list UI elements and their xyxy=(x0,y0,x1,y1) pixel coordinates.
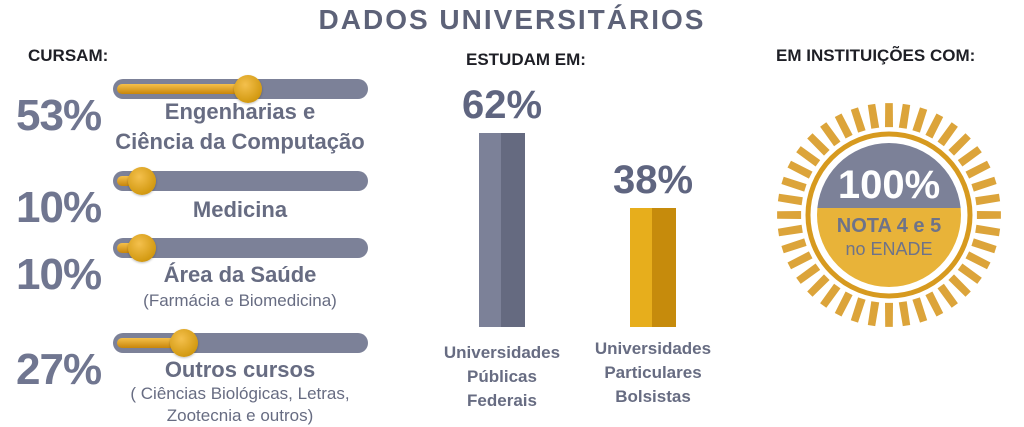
badge-ray xyxy=(975,224,1001,237)
course-percent: 10% xyxy=(16,183,102,232)
badge-ray xyxy=(965,251,991,270)
section-label-instituicoes: EM INSTITUIÇÕES COM: xyxy=(776,46,976,65)
badge-ray xyxy=(976,211,1001,219)
badge-ray xyxy=(975,193,1001,206)
course-label: Medicina xyxy=(192,197,288,222)
badge-ray xyxy=(787,251,813,270)
badge-ray xyxy=(820,122,841,147)
page-title: DADOS UNIVERSITÁRIOS xyxy=(318,4,706,35)
course-sublabel: ( Ciências Biológicas, Letras, xyxy=(130,384,350,403)
course-bar-knob xyxy=(128,234,156,262)
university-bar xyxy=(479,133,525,327)
badge-ray xyxy=(885,103,893,128)
course-sublabel: Zootecnia e outros) xyxy=(166,406,314,425)
section-label-cursam: CURSAM: xyxy=(28,46,109,65)
badge-ray xyxy=(925,291,944,317)
badge-ray xyxy=(898,301,911,327)
badge-ray xyxy=(787,160,813,179)
badge-ray xyxy=(971,238,997,254)
badge-ray xyxy=(834,113,853,139)
badge-ray xyxy=(948,274,971,297)
course-bar-knob xyxy=(234,75,262,103)
badge-ray xyxy=(965,160,991,179)
university-value: 38% xyxy=(612,158,694,203)
badge-ray xyxy=(807,133,830,156)
badge-ray xyxy=(937,283,958,308)
course-bar-fill xyxy=(117,338,184,348)
badge-ray xyxy=(850,107,866,133)
badge-ray xyxy=(796,146,821,167)
badge-ray xyxy=(777,193,803,206)
badge-ray xyxy=(937,122,958,147)
badge-ray xyxy=(850,297,866,323)
badge-ray xyxy=(948,133,971,156)
university-label: Particulares xyxy=(604,363,702,382)
badge-ray xyxy=(957,146,982,167)
badge-ray xyxy=(912,107,928,133)
badge-ray xyxy=(777,211,802,219)
course-label: Engenharias e xyxy=(164,99,316,124)
course-bar-knob xyxy=(128,167,156,195)
badge-ray xyxy=(971,176,997,192)
enade-badge: 100% NOTA 4 e 5no ENADE xyxy=(777,103,1001,327)
course-bar-knob xyxy=(170,329,198,357)
university-label: Universidades xyxy=(443,343,561,362)
university-label: Bolsistas xyxy=(615,387,691,406)
course-sublabel: (Farmácia e Biomedicina) xyxy=(143,291,337,310)
course-label: Outros cursos xyxy=(164,357,316,382)
badge-ray xyxy=(777,224,803,237)
badge-ray xyxy=(867,103,880,129)
university-label: Federais xyxy=(467,391,537,410)
badge-ray xyxy=(807,274,830,297)
badge-label: NOTA 4 e 5 xyxy=(837,215,941,237)
badge-ray xyxy=(898,103,911,129)
section-label-estudam: ESTUDAM EM: xyxy=(466,50,586,69)
course-bar-fill xyxy=(117,84,248,94)
badge-ray xyxy=(820,283,841,308)
badge-ray xyxy=(781,238,807,254)
badge-ray xyxy=(867,301,880,327)
badge-ray xyxy=(885,302,893,327)
course-bar-track xyxy=(113,333,368,353)
badge-ray xyxy=(957,263,982,284)
university-label: Universidades xyxy=(594,339,712,358)
badge-sublabel: no ENADE xyxy=(845,239,932,259)
course-percent: 27% xyxy=(16,345,102,394)
badge-ray xyxy=(781,176,807,192)
university-label: Públicas xyxy=(467,367,537,386)
badge-ray xyxy=(925,113,944,139)
course-label: Ciência da Computação xyxy=(115,129,365,154)
course-percent: 53% xyxy=(16,91,102,140)
badge-value: 100% xyxy=(838,163,940,207)
badge-ray xyxy=(912,297,928,323)
university-value: 62% xyxy=(461,83,543,127)
course-percent: 10% xyxy=(16,250,102,299)
badge-ray xyxy=(796,263,821,284)
badge-ray xyxy=(834,291,853,317)
university-bar xyxy=(630,208,676,327)
course-label: Área da Saúde xyxy=(163,262,317,287)
